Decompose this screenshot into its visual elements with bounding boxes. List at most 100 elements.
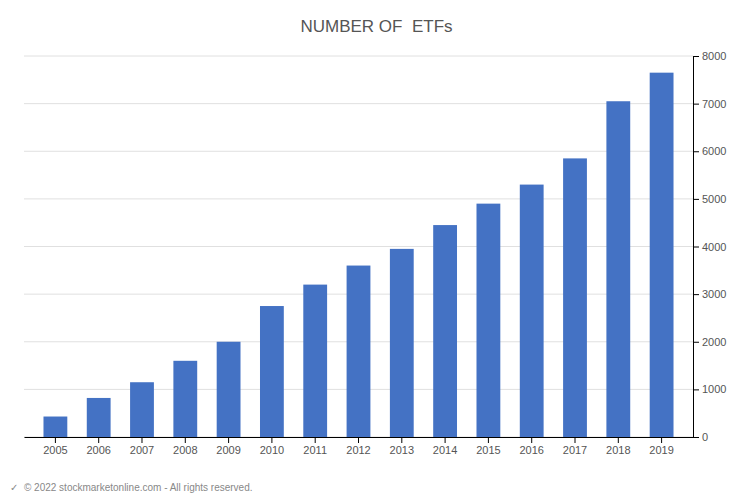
y-tick-mark [693, 437, 699, 438]
x-tick-mark [55, 437, 56, 443]
y-tick-label: 4000 [702, 241, 726, 253]
x-tick-label: 2017 [563, 444, 587, 456]
x-tick-label: 2016 [519, 444, 543, 456]
y-tick-label: 8000 [702, 50, 726, 62]
bar [43, 417, 67, 437]
x-tick: 2006 [86, 437, 110, 456]
y-tick: 5000 [693, 193, 726, 205]
x-tick-mark [98, 437, 99, 443]
x-tick-label: 2005 [43, 444, 67, 456]
grid-line [24, 56, 693, 57]
bars [43, 73, 673, 437]
x-tick-mark [488, 437, 489, 443]
grid-line [24, 246, 693, 247]
y-tick-label: 1000 [702, 383, 726, 395]
title: NUMBER OF ETFs [300, 17, 452, 36]
x-axis: 2005 2006 2007 2008 2009 2010 2011 2012 2013 2014… [25, 437, 694, 456]
y-tick: 0 [693, 431, 708, 443]
x-tick: 2015 [476, 437, 500, 456]
chart: NUMBER OF ETFs20052006200720082009201020… [0, 0, 753, 501]
x-tick-mark [185, 437, 186, 443]
bar [217, 342, 241, 437]
x-tick-label: 2018 [606, 444, 630, 456]
x-tick-label: 2008 [173, 444, 197, 456]
x-tick-label: 2011 [303, 444, 327, 456]
x-tick-label: 2009 [216, 444, 240, 456]
y-tick: 4000 [693, 241, 726, 253]
y-tick-label: 3000 [702, 288, 726, 300]
y-tick-label: 5000 [702, 193, 726, 205]
y-tick-mark [693, 199, 699, 200]
bar [606, 101, 630, 437]
x-tick: 2018 [606, 437, 630, 456]
bar [650, 73, 674, 437]
y-tick: 7000 [693, 98, 726, 110]
x-tick: 2016 [519, 437, 543, 456]
bar [563, 158, 587, 437]
y-axis-line [694, 57, 700, 438]
x-tick: 2010 [260, 437, 284, 456]
bar [347, 266, 371, 437]
y-tick: 3000 [693, 288, 726, 300]
y-tick: 8000 [693, 50, 726, 62]
bar [303, 285, 327, 437]
x-tick: 2019 [649, 437, 673, 456]
y-axis: 0 1000 2000 3000 4000 5000 6000 7000 8000 [693, 50, 726, 443]
x-tick-mark [445, 437, 446, 443]
x-tick-mark [401, 437, 402, 443]
y-tick-mark [693, 56, 699, 57]
x-tick-mark [661, 437, 662, 443]
x-tick: 2012 [346, 437, 370, 456]
x-tick-label: 2015 [476, 444, 500, 456]
x-tick: 2009 [216, 437, 240, 456]
x-tick: 2011 [303, 437, 327, 456]
x-tick-mark [358, 437, 359, 443]
y-tick: 6000 [693, 145, 726, 157]
y-tick-label: 6000 [702, 145, 726, 157]
x-tick: 2005 [43, 437, 67, 456]
x-tick-mark [618, 437, 619, 443]
grid-line [24, 151, 693, 152]
bar [476, 204, 500, 437]
x-tick-label: 2013 [390, 444, 414, 456]
x-tick-mark [575, 437, 576, 443]
y-tick-mark [693, 151, 699, 152]
bar [173, 361, 197, 437]
x-tick-mark [271, 437, 272, 443]
x-tick-label: 2010 [260, 444, 284, 456]
x-tick-label: 2012 [346, 444, 370, 456]
x-tick: 2007 [130, 437, 154, 456]
grid [24, 56, 693, 437]
x-tick: 2008 [173, 437, 197, 456]
x-tick-mark [228, 437, 229, 443]
y-tick: 2000 [693, 336, 726, 348]
bar [130, 382, 154, 437]
y-tick-label: 7000 [702, 98, 726, 110]
y-tick: 1000 [693, 383, 726, 395]
x-tick-mark [141, 437, 142, 443]
bar [520, 185, 544, 437]
x-tick-label: 2014 [433, 444, 457, 456]
x-tick: 2014 [433, 437, 457, 456]
x-tick: 2017 [563, 437, 587, 456]
y-tick-mark [693, 294, 699, 295]
footer: ✓ © 2022 stockmarketonline.com - All rig… [10, 482, 253, 493]
y-tick-mark [693, 389, 699, 390]
x-tick-label: 2019 [649, 444, 673, 456]
x-tick-label: 2007 [130, 444, 154, 456]
y-tick-label: 2000 [702, 336, 726, 348]
x-tick: 2013 [390, 437, 414, 456]
bar [433, 225, 457, 437]
bar [260, 306, 284, 437]
grid-line [24, 198, 693, 199]
x-tick-mark [531, 437, 532, 443]
y-tick-mark [693, 342, 699, 343]
y-tick-mark [693, 104, 699, 105]
plot: 2005 2006 2007 2008 2009 2010 2011 2012 2013 2014… [24, 50, 726, 456]
y-tick-mark [693, 247, 699, 248]
y-tick-label: 0 [702, 431, 708, 443]
x-tick-label: 2006 [86, 444, 110, 456]
grid-line [24, 103, 693, 104]
x-tick-mark [315, 437, 316, 443]
bar [390, 249, 414, 437]
